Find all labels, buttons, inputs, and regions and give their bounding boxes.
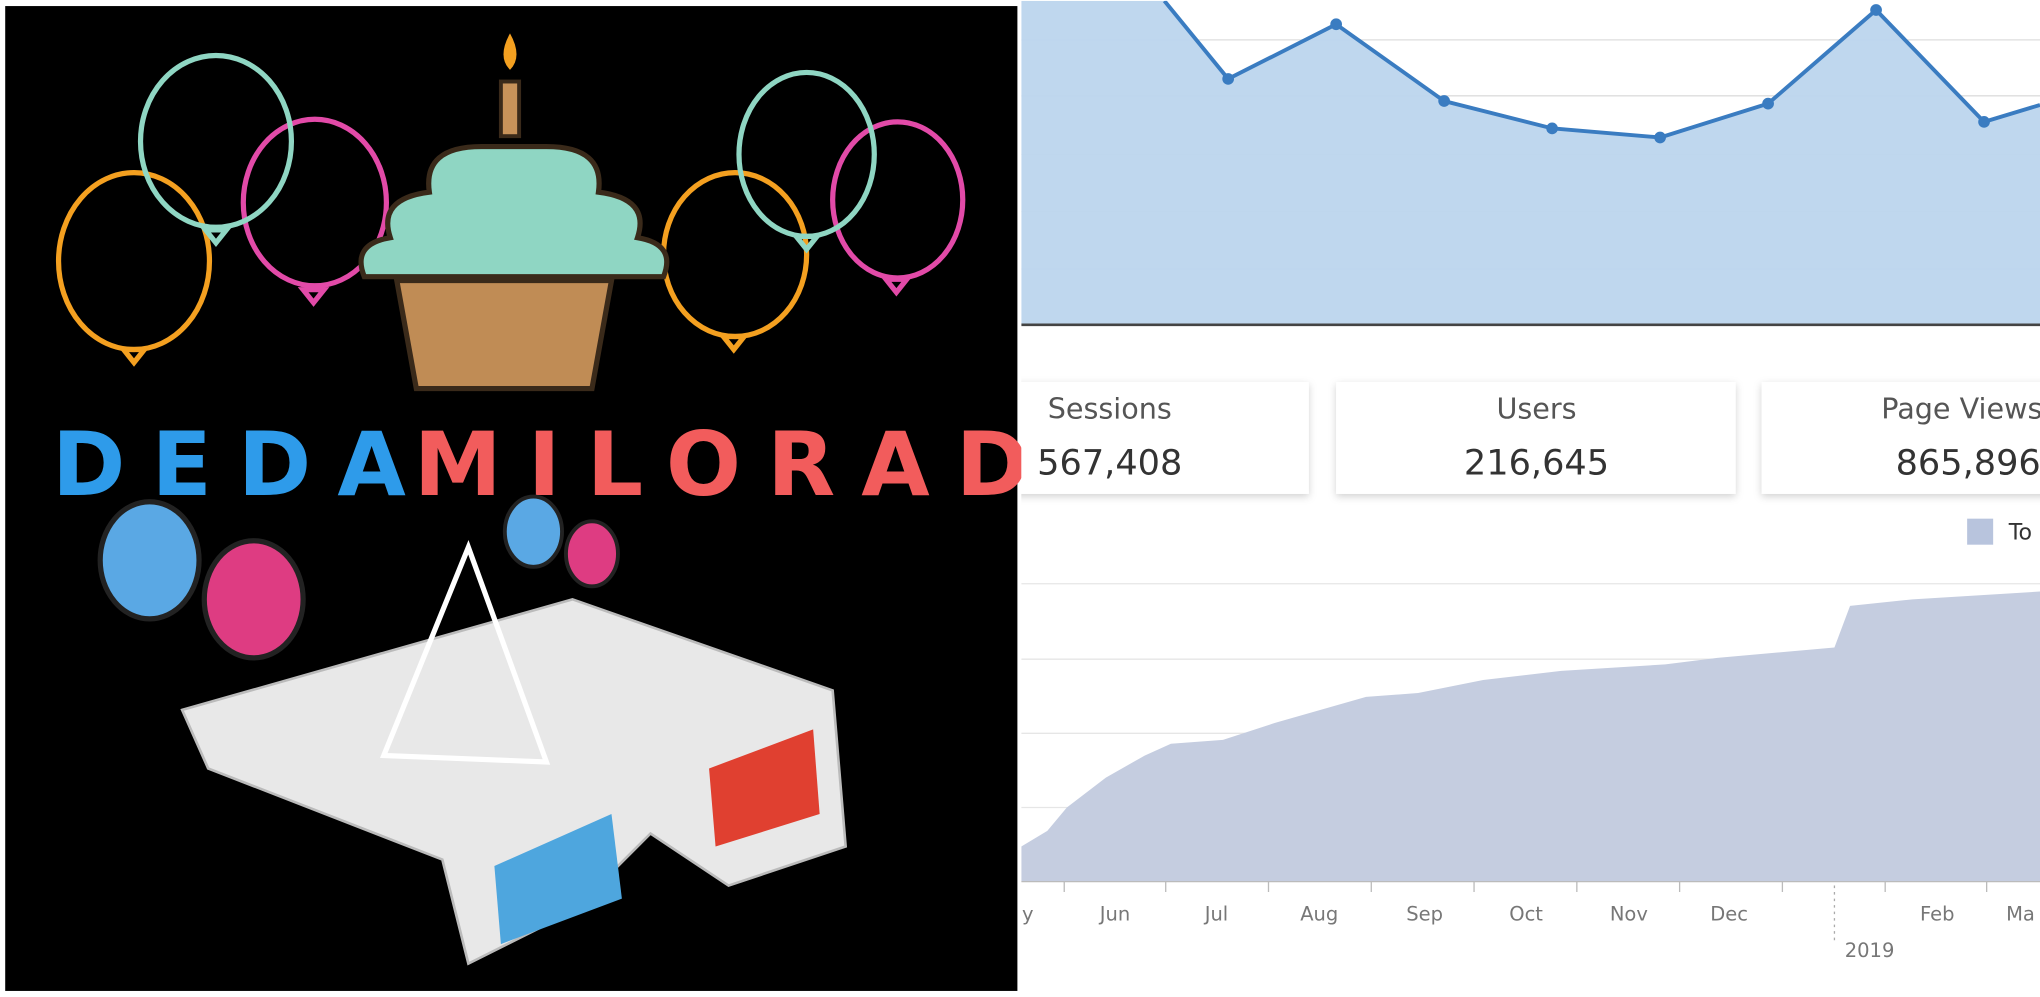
stat-card xyxy=(1761,382,2040,494)
stat-label: Page Views xyxy=(1881,391,2040,425)
stat-value: 216,645 xyxy=(1464,442,1609,483)
stat-label: Users xyxy=(1496,391,1576,425)
year-label: 2019 xyxy=(1845,939,1895,962)
x-axis-label: Oct xyxy=(1509,903,1543,926)
analytics-panel: Sessions 567,408 Users 216,645 Page View… xyxy=(1021,0,2040,962)
x-axis-label: Nov xyxy=(1610,903,1648,926)
logo-panel: DEDA MILORAD xyxy=(5,6,1055,991)
x-axis-label: Aug xyxy=(1300,903,1338,926)
stat-card xyxy=(1021,382,1309,494)
x-axis-label: Feb xyxy=(1920,903,1955,926)
x-axis-label: y xyxy=(1022,903,1034,926)
logo-title-part: DEDA xyxy=(52,413,432,516)
legend-label: To xyxy=(2008,519,2032,545)
legend-swatch xyxy=(1967,518,1994,545)
x-axis-label: Jun xyxy=(1098,903,1130,926)
stat-card xyxy=(1336,382,1736,494)
stat-label: Sessions xyxy=(1048,391,1172,425)
logo-title-part: MILORAD xyxy=(414,413,1055,516)
x-axis-label: Jul xyxy=(1203,903,1229,926)
x-axis-label: Dec xyxy=(1710,903,1748,926)
x-axis-label: Ma xyxy=(2006,903,2035,926)
stat-value: 567,408 xyxy=(1037,442,1182,483)
stat-value: 865,896 xyxy=(1896,442,2040,483)
x-axis-label: Sep xyxy=(1406,903,1443,926)
